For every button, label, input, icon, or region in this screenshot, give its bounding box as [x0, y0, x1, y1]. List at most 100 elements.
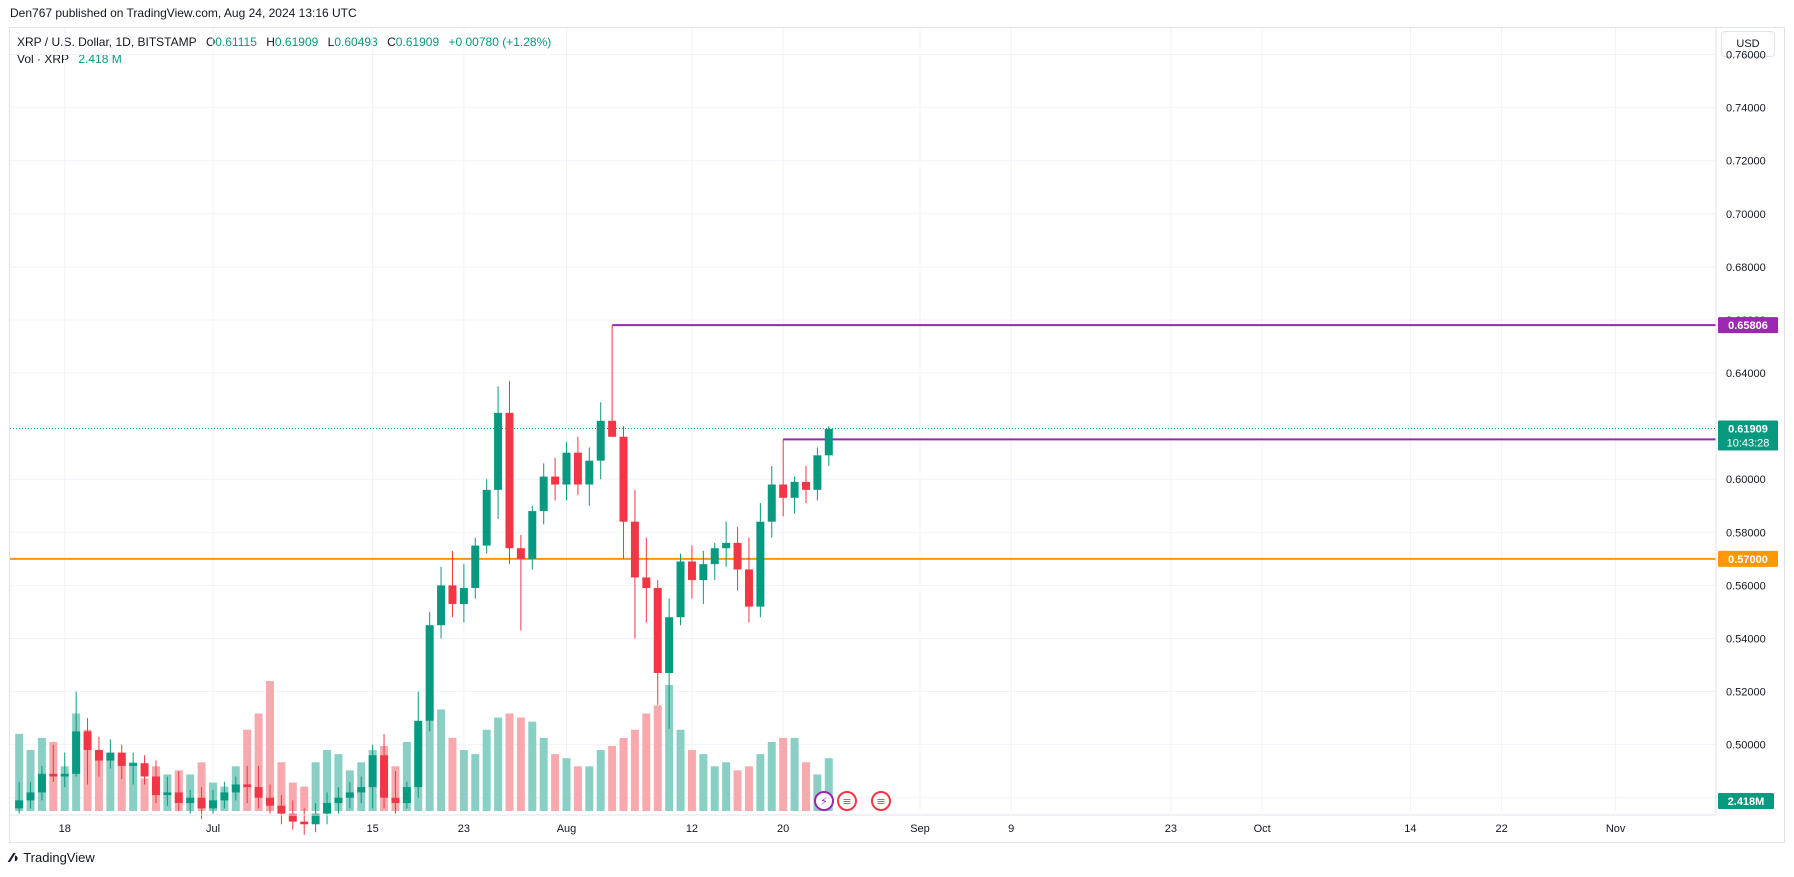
candle-body — [72, 731, 81, 774]
last-price-text: 0.61909 — [1728, 424, 1768, 436]
time-axis[interactable]: 18 Jul 15 23 Aug 12 20 Sep 9 23 Oct 14 22 Nov — [10, 814, 1716, 835]
volume-bar — [106, 758, 115, 811]
candle-body — [722, 542, 731, 549]
level-price-label-bg — [1718, 317, 1778, 334]
candle-body — [516, 548, 525, 559]
time-tick-label: 22 — [1495, 823, 1507, 835]
candle-body — [129, 763, 138, 766]
volume-label: Vol · XRP — [17, 52, 70, 66]
brand[interactable]: ⁄⁄◗ TradingView — [10, 850, 95, 865]
level-price-label: 0.57000 — [1718, 550, 1778, 567]
volume-row[interactable]: Vol · XRP 2.418 M — [17, 51, 551, 68]
candle-body — [402, 787, 411, 804]
level-price-label: 0.65806 — [1718, 317, 1778, 334]
volume-scale-text: 2.418M — [1728, 796, 1765, 808]
volume-bar — [266, 681, 274, 811]
candle-body — [243, 784, 252, 788]
candle-body — [311, 813, 320, 825]
countdown-text: 10:43:28 — [1727, 438, 1770, 450]
candles[interactable] — [15, 325, 833, 835]
candle-body — [551, 476, 560, 485]
price-axis[interactable]: 0.760000.740000.720000.700000.680000.660… — [1715, 28, 1778, 815]
candle-body — [744, 569, 753, 607]
currency-button[interactable]: USD — [1721, 31, 1775, 57]
volume-bar — [767, 741, 776, 811]
volume-bar — [824, 758, 833, 811]
candle-body — [813, 455, 822, 490]
publisher-line: Den767 published on TradingView.com, Aug… — [10, 6, 357, 20]
volume-bar — [722, 762, 731, 811]
price-tick-label: 0.54000 — [1726, 633, 1766, 645]
volume-scale-bg — [1718, 793, 1774, 809]
price-tick-label: 0.58000 — [1726, 527, 1766, 539]
time-tick-label: 12 — [686, 823, 698, 835]
low-label: L — [327, 35, 335, 49]
candle-body — [767, 484, 776, 522]
volume-bar — [254, 713, 263, 811]
volume-bar — [117, 758, 126, 811]
candle-body — [676, 561, 685, 618]
horizontal-lines[interactable] — [10, 324, 1716, 560]
ohlc-row[interactable]: XRP / U.S. Dollar, 1D, BITSTAMP O0.61115… — [17, 34, 551, 51]
candle-body — [231, 784, 240, 793]
candle-body — [208, 800, 217, 809]
change-value: +0.00780 (+1.28%) — [448, 35, 552, 49]
volume-bar — [129, 762, 138, 811]
brand-name: TradingView — [23, 850, 95, 865]
lightning-event-icon-glyph: ⚡ — [820, 795, 828, 808]
volume-bar — [699, 754, 708, 811]
volume-bar — [425, 693, 434, 811]
candle-body — [779, 484, 788, 498]
high-label: H — [266, 35, 275, 49]
volume-bar — [801, 762, 810, 811]
volume-bar — [482, 729, 491, 811]
volume-bar — [790, 737, 799, 811]
volume-bar — [710, 766, 719, 811]
chart-frame — [9, 27, 1785, 843]
candle-body — [334, 797, 343, 804]
candle-body — [15, 800, 24, 809]
volume-bar — [448, 737, 457, 811]
time-tick-label: Aug — [557, 823, 577, 835]
candle-body — [300, 821, 309, 825]
candle-body — [323, 803, 332, 814]
candle-body — [585, 460, 594, 485]
candle-body — [562, 452, 571, 485]
candle-body — [710, 548, 719, 565]
volume-bar — [437, 709, 446, 811]
volume-bar — [676, 729, 685, 811]
time-tick-label: 15 — [367, 823, 379, 835]
grid — [10, 28, 1716, 811]
candle-body — [254, 787, 263, 798]
time-tick-label: 9 — [1008, 823, 1014, 835]
candle-body — [174, 792, 183, 804]
high-value: 0.61909 — [274, 35, 319, 49]
volume-bar — [15, 733, 24, 811]
volume-bar — [551, 754, 560, 811]
candle-body — [277, 805, 286, 814]
candle-body — [117, 752, 126, 766]
close-value: 0.61909 — [395, 35, 440, 49]
time-tick-label: Nov — [1606, 823, 1626, 835]
lightning-event-icon-ring — [814, 791, 834, 811]
candle-body — [380, 755, 389, 798]
time-tick-label: 18 — [59, 823, 71, 835]
volume-bar — [562, 758, 571, 811]
symbol-label[interactable]: XRP / U.S. Dollar, 1D, BITSTAMP — [17, 35, 197, 49]
time-tick-label: 23 — [458, 823, 470, 835]
chart-legend: XRP / U.S. Dollar, 1D, BITSTAMP O0.61115… — [17, 34, 551, 68]
volume-bar — [60, 766, 69, 811]
volume-bar — [516, 717, 525, 811]
candle-body — [83, 731, 92, 750]
candle-body — [60, 773, 69, 777]
us-flag-event-icon-ring — [871, 791, 891, 811]
event-badges[interactable]: ⚡ ≡ ≡ — [814, 791, 891, 811]
volume-bar — [334, 754, 343, 811]
volume-bar — [608, 746, 617, 811]
candle-body — [733, 542, 742, 570]
time-tick-label: Sep — [910, 823, 930, 835]
candle-body — [368, 755, 377, 788]
candle-body — [608, 420, 617, 437]
tradingview-logo-icon: ⁄⁄◗ — [10, 850, 20, 865]
